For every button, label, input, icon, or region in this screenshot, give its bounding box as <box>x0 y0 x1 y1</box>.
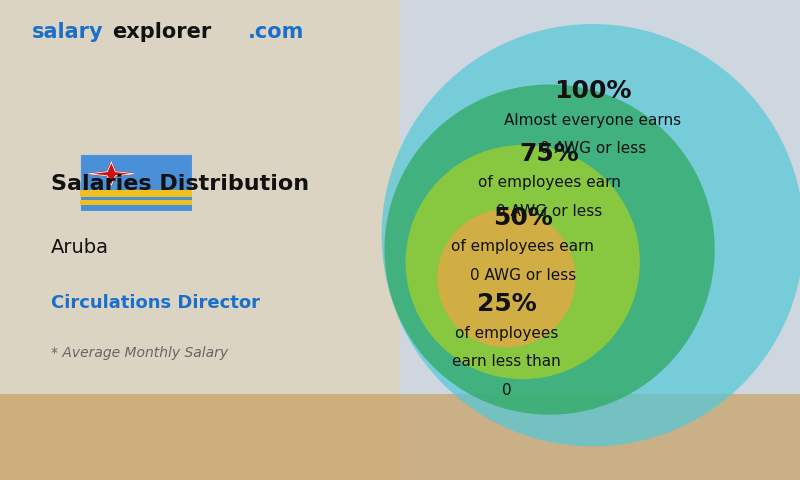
Bar <box>400 0 800 480</box>
Text: 0 AWG or less: 0 AWG or less <box>497 204 602 219</box>
Text: Circulations Director: Circulations Director <box>51 294 260 312</box>
Text: * Average Monthly Salary: * Average Monthly Salary <box>51 346 228 360</box>
Circle shape <box>382 24 800 446</box>
Bar <box>0 0 400 480</box>
Text: 75%: 75% <box>520 142 579 166</box>
Text: 0 AWG or less: 0 AWG or less <box>470 268 576 283</box>
Text: Aruba: Aruba <box>51 238 109 257</box>
Text: salary: salary <box>32 22 104 42</box>
Text: Salaries Distribution: Salaries Distribution <box>51 174 310 194</box>
Circle shape <box>406 145 640 379</box>
Bar <box>80 190 192 197</box>
Text: of employees earn: of employees earn <box>478 175 621 190</box>
Text: of employees earn: of employees earn <box>451 239 594 254</box>
Text: 0 AWG or less: 0 AWG or less <box>540 141 646 156</box>
Text: .com: .com <box>248 22 304 42</box>
Text: Almost everyone earns: Almost everyone earns <box>504 112 682 128</box>
Circle shape <box>438 209 575 348</box>
Circle shape <box>385 84 714 415</box>
Bar <box>80 200 192 205</box>
Text: 100%: 100% <box>554 79 631 103</box>
Text: 25%: 25% <box>477 292 536 316</box>
Text: earn less than: earn less than <box>452 354 561 370</box>
Text: of employees: of employees <box>454 325 558 341</box>
Text: explorer: explorer <box>112 22 211 42</box>
Text: 0: 0 <box>502 383 511 398</box>
Polygon shape <box>89 162 134 185</box>
Text: 50%: 50% <box>493 206 553 230</box>
Bar <box>0 394 800 480</box>
